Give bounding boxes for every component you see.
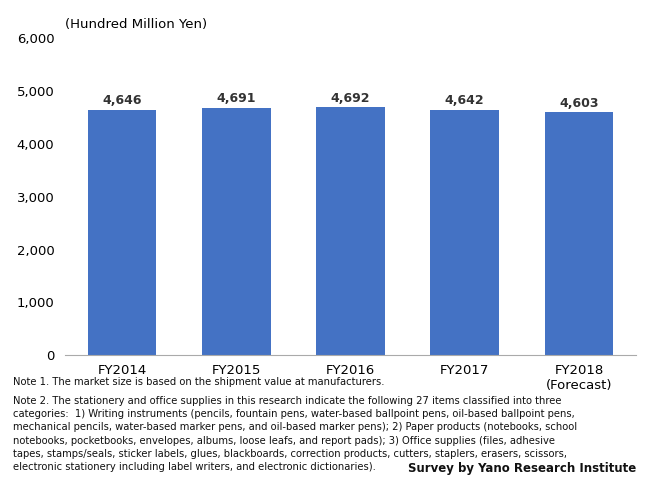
- Text: 4,603: 4,603: [559, 96, 598, 109]
- Text: Note 2. The stationery and office supplies in this research indicate the followi: Note 2. The stationery and office suppli…: [13, 396, 577, 472]
- Text: Note 1. The market size is based on the shipment value at manufacturers.: Note 1. The market size is based on the …: [13, 377, 384, 387]
- Text: (Hundred Million Yen): (Hundred Million Yen): [65, 18, 207, 31]
- Text: Survey by Yano Research Institute: Survey by Yano Research Institute: [408, 462, 636, 475]
- Text: 4,646: 4,646: [103, 94, 141, 107]
- Bar: [88, 110, 156, 355]
- Text: 4,692: 4,692: [331, 92, 370, 105]
- Bar: [316, 108, 385, 355]
- Text: 4,642: 4,642: [445, 95, 485, 108]
- Text: 4,691: 4,691: [217, 92, 256, 105]
- Bar: [202, 108, 271, 355]
- Bar: [430, 110, 499, 355]
- Bar: [545, 112, 613, 355]
